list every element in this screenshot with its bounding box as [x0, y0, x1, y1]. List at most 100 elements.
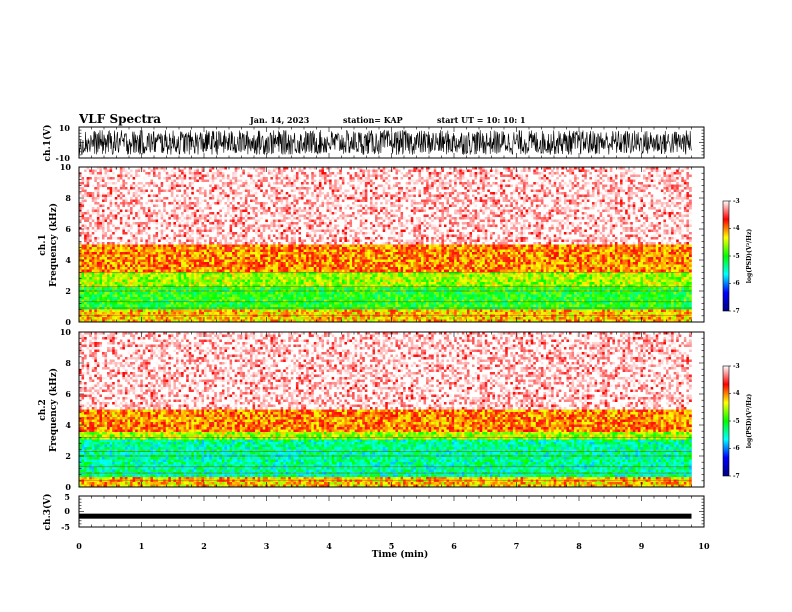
spectrogram-cell [133, 190, 136, 193]
spectrogram-cell [150, 172, 153, 175]
spectrogram-cell [413, 172, 416, 175]
spectrogram-cell [661, 177, 664, 180]
spectrogram-cell [253, 190, 256, 193]
spectrogram-cell [204, 187, 207, 190]
spectrogram-cell [531, 172, 534, 175]
spectrogram-cell [291, 170, 294, 173]
spectrogram-cell [247, 187, 250, 190]
spectrogram-cell [227, 190, 230, 193]
spectrogram-cell [321, 172, 324, 175]
spectrogram-cell [625, 172, 628, 175]
spectrogram-cell [196, 172, 199, 175]
spectrogram-cell [689, 187, 692, 190]
spectrogram-cell [352, 180, 355, 183]
spectrogram-cell [115, 180, 118, 183]
spectrogram-cell [459, 177, 462, 180]
spectrogram-cell [270, 190, 273, 193]
spectrogram-cell [617, 170, 620, 173]
spectrogram-cell [646, 180, 649, 183]
spectrogram-cell [158, 177, 161, 180]
spectrogram-cell [500, 175, 503, 178]
spectrogram-cell [311, 187, 314, 190]
spectrogram-cell [367, 170, 370, 173]
spectrogram-cell [577, 177, 580, 180]
spectrogram-cell [475, 190, 478, 193]
spectrogram-cell [582, 172, 585, 175]
spectrogram-cell [393, 170, 396, 173]
spectrogram-cell [250, 190, 253, 193]
spectrogram-cell [107, 170, 110, 173]
spectrogram-cell [421, 177, 424, 180]
spectrogram-cell [475, 180, 478, 183]
spectrogram-cell [143, 190, 146, 193]
spectrogram-cell [681, 170, 684, 173]
spectrogram-cell [199, 172, 202, 175]
spectrogram-cell [199, 180, 202, 183]
spectrogram-cell [360, 180, 363, 183]
spectrogram-cell [273, 180, 276, 183]
spectrogram-cell [153, 172, 156, 175]
spectrogram-cell [623, 190, 626, 193]
spectrogram-cell [217, 175, 220, 178]
spectrogram-cell [597, 182, 600, 185]
spectrogram-cell [610, 175, 613, 178]
spectrogram-cell [521, 177, 524, 180]
spectrogram-cell [574, 170, 577, 173]
spectrogram-cell [515, 177, 518, 180]
spectrogram-cell [337, 175, 340, 178]
spectrogram-cell [388, 175, 391, 178]
spectrogram-cell [531, 170, 534, 173]
spectrogram-cell [431, 170, 434, 173]
spectrogram-cell [477, 187, 480, 190]
spectrogram-cell [240, 170, 243, 173]
spectrogram-cell [184, 172, 187, 175]
spectrogram-cell [176, 177, 179, 180]
spectrogram-cell [462, 175, 465, 178]
spectrogram-cell [102, 175, 105, 178]
spectrogram-cell [260, 190, 263, 193]
spectrogram-cell [449, 185, 452, 188]
spectrogram-cell [105, 175, 108, 178]
spectrogram-cell [321, 175, 324, 178]
spectrogram-cell [480, 180, 483, 183]
spectrogram-cell [253, 185, 256, 188]
spectrogram-cell [309, 190, 312, 193]
spectrogram-cell [648, 170, 651, 173]
spectrogram-cell [334, 187, 337, 190]
spectrogram-cell [459, 187, 462, 190]
spectrogram-cell [242, 185, 245, 188]
spectrogram-cell [171, 187, 174, 190]
spectrogram-cell [418, 187, 421, 190]
spectrogram-cell [360, 185, 363, 188]
spectrogram-cell [429, 170, 432, 173]
spectrogram-cell [615, 177, 618, 180]
spectrogram-cell [270, 185, 273, 188]
spectrogram-cell [194, 185, 197, 188]
spectrogram-cell [413, 170, 416, 173]
spectrogram-cell [648, 185, 651, 188]
spectrogram-cell [94, 180, 97, 183]
spectrogram-cell [350, 172, 353, 175]
spectrogram-cell [684, 180, 687, 183]
spectrogram-cell [327, 187, 330, 190]
spectrogram-cell [469, 182, 472, 185]
spectrogram-cell [94, 187, 97, 190]
spectrogram-cell [370, 185, 373, 188]
spectrogram-cell [339, 177, 342, 180]
spectrogram-cell [559, 180, 562, 183]
spectrogram-cell [235, 175, 238, 178]
spectrogram-cell [452, 182, 455, 185]
spectrogram-cell [281, 180, 284, 183]
spectrogram-cell [145, 190, 148, 193]
spectrogram-cell [94, 177, 97, 180]
spectrogram-cell [293, 177, 296, 180]
spectrogram-cell [306, 180, 309, 183]
spectrogram-cell [306, 187, 309, 190]
spectrogram-cell [495, 170, 498, 173]
spectrogram-cell [498, 182, 501, 185]
spectrogram-cell [273, 190, 276, 193]
spectrogram-cell [607, 182, 610, 185]
spectrogram-cell [505, 190, 508, 193]
spectrogram-cell [130, 190, 133, 193]
spectrogram-cell [329, 175, 332, 178]
